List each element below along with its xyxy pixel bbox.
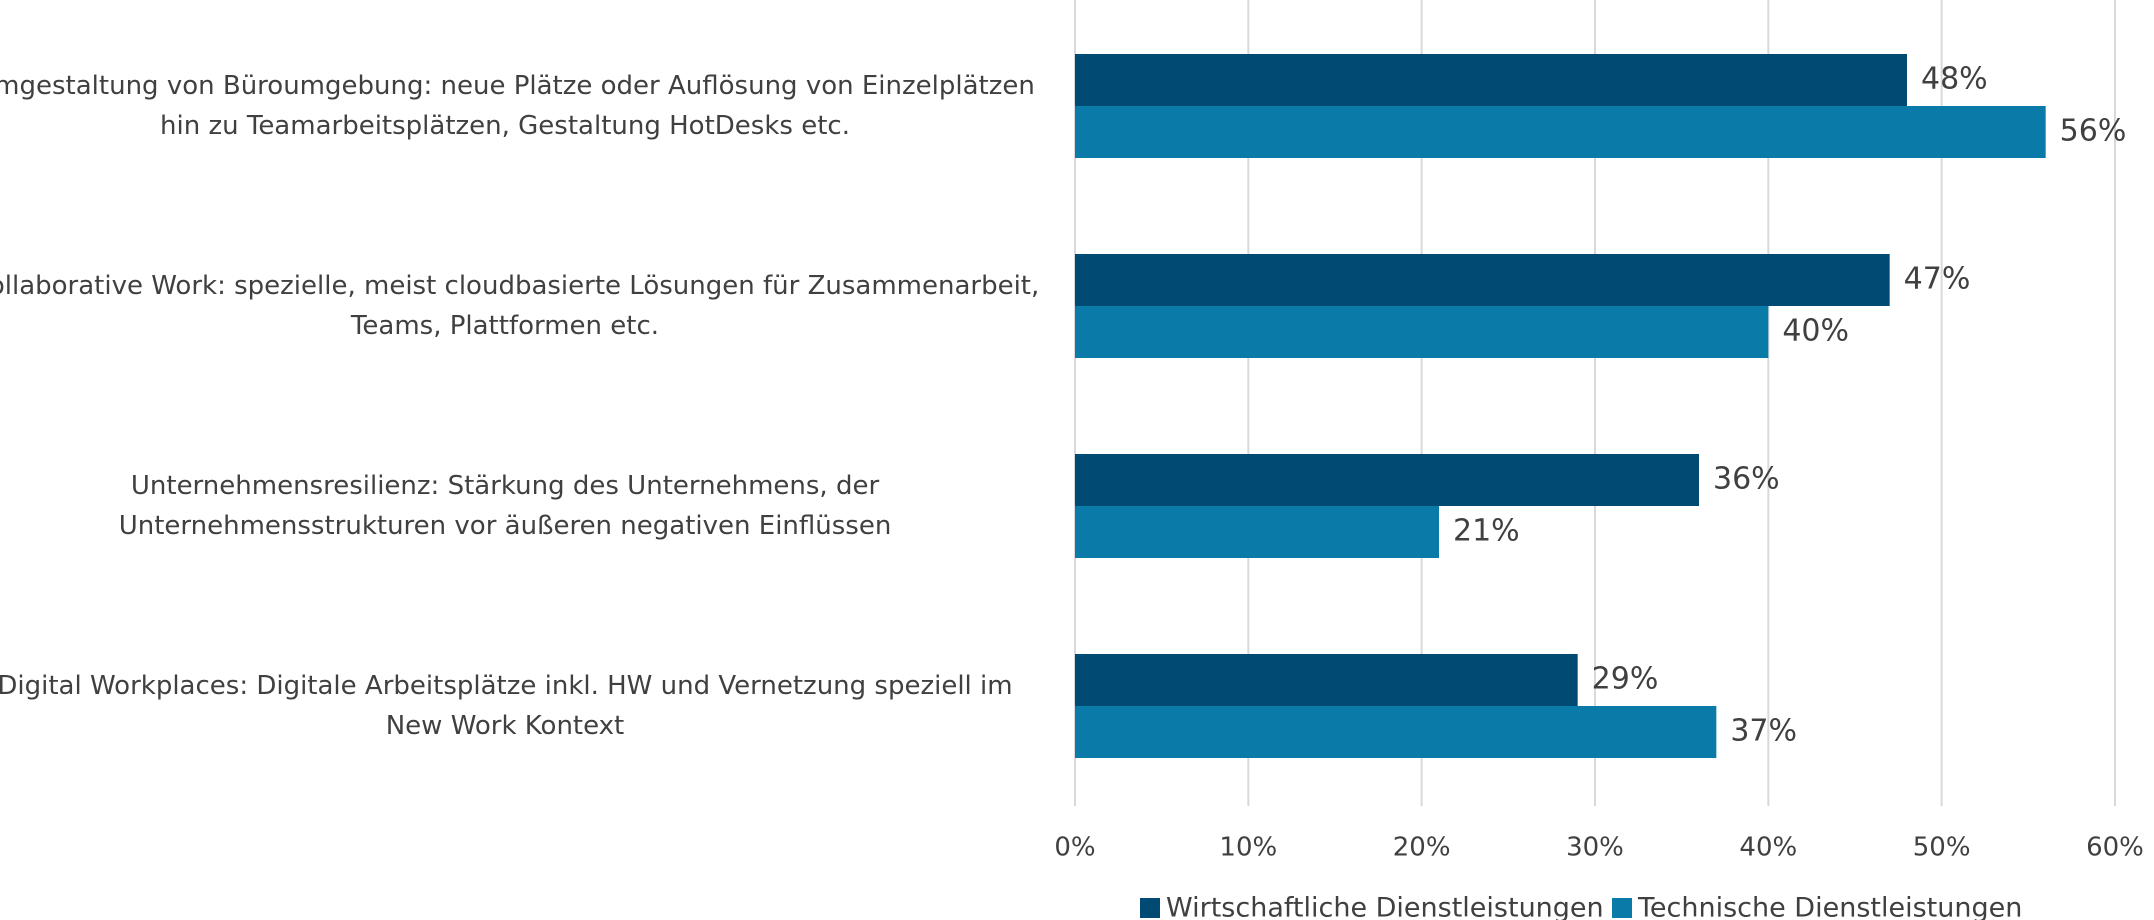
category-label: Unternehmensresilienz: Stärkung des Unte… (118, 471, 892, 541)
value-label: 36% (1713, 462, 1780, 497)
bar (1075, 506, 1439, 558)
x-tick-label: 0% (1054, 833, 1095, 863)
x-tick-label: 10% (1219, 833, 1277, 863)
value-label: 48% (1921, 62, 1988, 97)
bar (1075, 706, 1717, 758)
x-tick-label: 30% (1566, 833, 1624, 863)
legend-label: Technische Dienstleistungen (1637, 893, 2022, 920)
bar (1075, 654, 1578, 706)
category-label: Digital Workplaces: Digitale Arbeitsplät… (0, 671, 1013, 741)
legend-label: Wirtschaftliche Dienstleistungen (1166, 893, 1604, 920)
legend-swatch (1140, 898, 1160, 918)
x-tick-label: 20% (1393, 833, 1451, 863)
bar (1075, 106, 2046, 158)
legend-swatch (1612, 898, 1632, 918)
x-tick-label: 50% (1913, 833, 1971, 863)
category-label: Umgestaltung von Büroumgebung: neue Plät… (0, 71, 1035, 141)
value-label: 37% (1730, 714, 1797, 749)
bar (1075, 254, 1890, 306)
x-tick-label: 60% (2086, 833, 2144, 863)
bar (1075, 54, 1907, 106)
category-label: Collaborative Work: spezielle, meist clo… (0, 271, 1040, 341)
x-tick-label: 40% (1739, 833, 1797, 863)
value-label: 47% (1904, 262, 1971, 297)
bar (1075, 454, 1699, 506)
value-label: 29% (1592, 662, 1659, 697)
value-label: 40% (1782, 314, 1849, 349)
bar (1075, 306, 1769, 358)
value-label: 21% (1453, 514, 1520, 549)
value-label: 56% (2060, 114, 2127, 149)
